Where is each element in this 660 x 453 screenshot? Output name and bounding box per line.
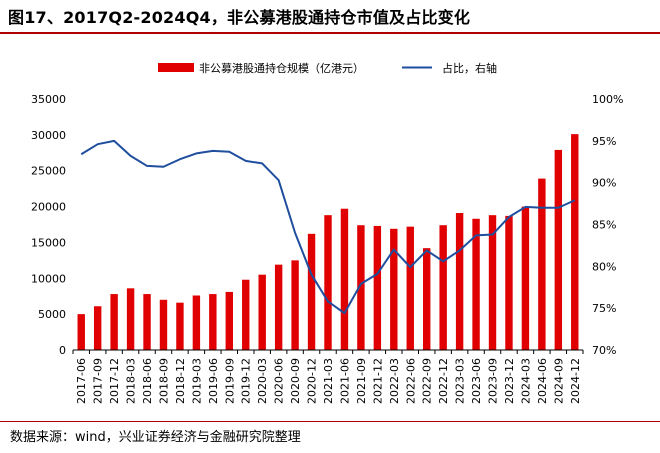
x-tick-label: 2022-12 [437,358,450,404]
x-tick-label: 2021-03 [322,358,335,404]
right-tick-label: 85% [592,219,616,232]
right-tick-label: 100% [592,93,623,106]
share-line [80,139,576,315]
x-tick-label: 2022-03 [388,358,401,404]
x-tick-label: 2019-06 [207,358,220,404]
x-tick-label: 2018-03 [125,358,138,404]
line-series [80,139,576,315]
right-axis: 70% 75% 80% 85% 90% 95% 100% [592,93,623,357]
x-tick-label: 2019-03 [190,358,203,404]
x-tick-label: 2021-06 [338,358,351,404]
x-tick-label: 2020-03 [256,358,269,404]
x-tick-label: 2024-12 [569,358,582,404]
chart-title: 图17、2017Q2-2024Q4，非公募港股通持仓市值及占比变化 [8,8,471,27]
bar-series [77,134,579,350]
x-tick-label: 2023-09 [487,358,500,404]
x-tick-label: 2024-03 [519,358,532,404]
left-tick-label: 20000 [31,201,66,214]
bar-2022-03 [390,228,398,350]
left-tick-label: 30000 [31,129,66,142]
x-tick-label: 2018-12 [174,358,187,404]
legend: 非公募港股通持仓规模（亿港元） 占比，右轴 [158,61,497,75]
left-tick-label: 0 [59,344,66,357]
bar-2022-06 [406,226,414,350]
bar-2023-03 [455,213,464,350]
bar-2017-12 [110,294,118,350]
left-tick-label: 35000 [31,93,66,106]
x-tick-label: 2020-06 [273,358,286,404]
right-tick-label: 80% [592,260,616,273]
bar-2021-06 [340,208,349,350]
bar-2020-09 [291,260,299,350]
x-tick-label: 2018-06 [141,358,154,404]
bar-2020-06 [274,264,283,350]
bar-2024-06 [538,178,546,350]
x-axis: 2017-06 2017-09 2017-12 2018-03 2018-06 2018-… [72,350,584,404]
bar-2022-12 [439,225,447,350]
bar-2023-12 [505,215,513,350]
left-axis: 0 5000 10000 15000 20000 25000 30000 35000 [31,93,66,357]
legend-bar-label: 非公募港股通持仓规模（亿港元） [199,61,364,75]
bar-2023-09 [488,215,497,350]
x-tick-label: 2023-06 [470,358,483,404]
left-tick-label: 25000 [31,165,66,178]
footer-divider [0,421,660,422]
right-tick-label: 75% [592,302,616,315]
bar-2020-12 [307,233,316,350]
x-tick-label: 2017-09 [92,358,105,404]
bar-2018-09 [159,299,168,350]
right-tick-label: 95% [592,135,616,148]
x-tick-label: 2019-09 [223,358,236,404]
right-tick-label: 90% [592,177,616,190]
right-tick-label: 70% [592,344,616,357]
left-tick-label: 5000 [38,308,66,321]
bar-2019-12 [242,279,250,350]
bar-2022-09 [423,248,431,350]
bar-2019-06 [209,294,217,350]
bar-2021-03 [324,215,332,350]
x-tick-label: 2017-06 [75,358,88,404]
bar-2023-06 [472,218,480,350]
left-tick-label: 15000 [31,236,66,249]
title-divider [0,32,660,34]
x-tick-label: 2021-09 [355,358,368,404]
bar-2019-09 [225,291,233,350]
x-tick-label: 2020-09 [289,358,302,404]
x-tick-label: 2019-12 [240,358,253,404]
x-tick-label: 2023-12 [503,358,516,404]
bar-2024-12 [571,134,579,350]
bar-2019-03 [192,295,201,350]
x-tick-label: 2024-09 [552,358,565,404]
bar-2024-09 [554,149,563,350]
bar-2018-06 [143,294,151,350]
left-tick-label: 10000 [31,272,66,285]
legend-line-label: 占比，右轴 [442,61,497,75]
source-note: 数据来源：wind，兴业证券经济与金融研究院整理 [10,430,301,445]
bar-2021-12 [373,225,382,350]
x-tick-label: 2020-12 [306,358,319,404]
x-tick-label: 2022-06 [404,358,417,404]
x-tick-label: 2018-09 [157,358,170,404]
x-tick-label: 2024-06 [536,358,549,404]
bar-2018-03 [126,288,135,350]
bar-2020-03 [258,274,266,350]
bar-2017-09 [93,306,102,350]
bar-2024-03 [521,206,530,350]
bar-2018-12 [176,302,184,350]
bar-2017-06 [77,314,85,350]
x-tick-label: 2022-09 [421,358,434,404]
legend-bar-swatch [158,63,194,72]
x-tick-label: 2021-12 [371,358,384,404]
bar-2021-09 [357,225,365,350]
x-tick-label: 2017-12 [108,358,121,404]
x-tick-label: 2023-03 [454,358,467,404]
